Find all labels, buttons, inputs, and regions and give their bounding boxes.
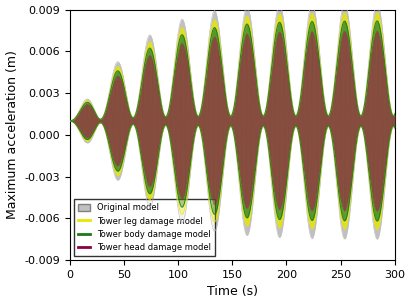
X-axis label: Time (s): Time (s) bbox=[207, 285, 258, 299]
Y-axis label: Maximum acceleration (m): Maximum acceleration (m) bbox=[6, 50, 18, 219]
Legend: Original model, Tower leg damage model, Tower body damage model, Tower head dama: Original model, Tower leg damage model, … bbox=[74, 199, 215, 256]
